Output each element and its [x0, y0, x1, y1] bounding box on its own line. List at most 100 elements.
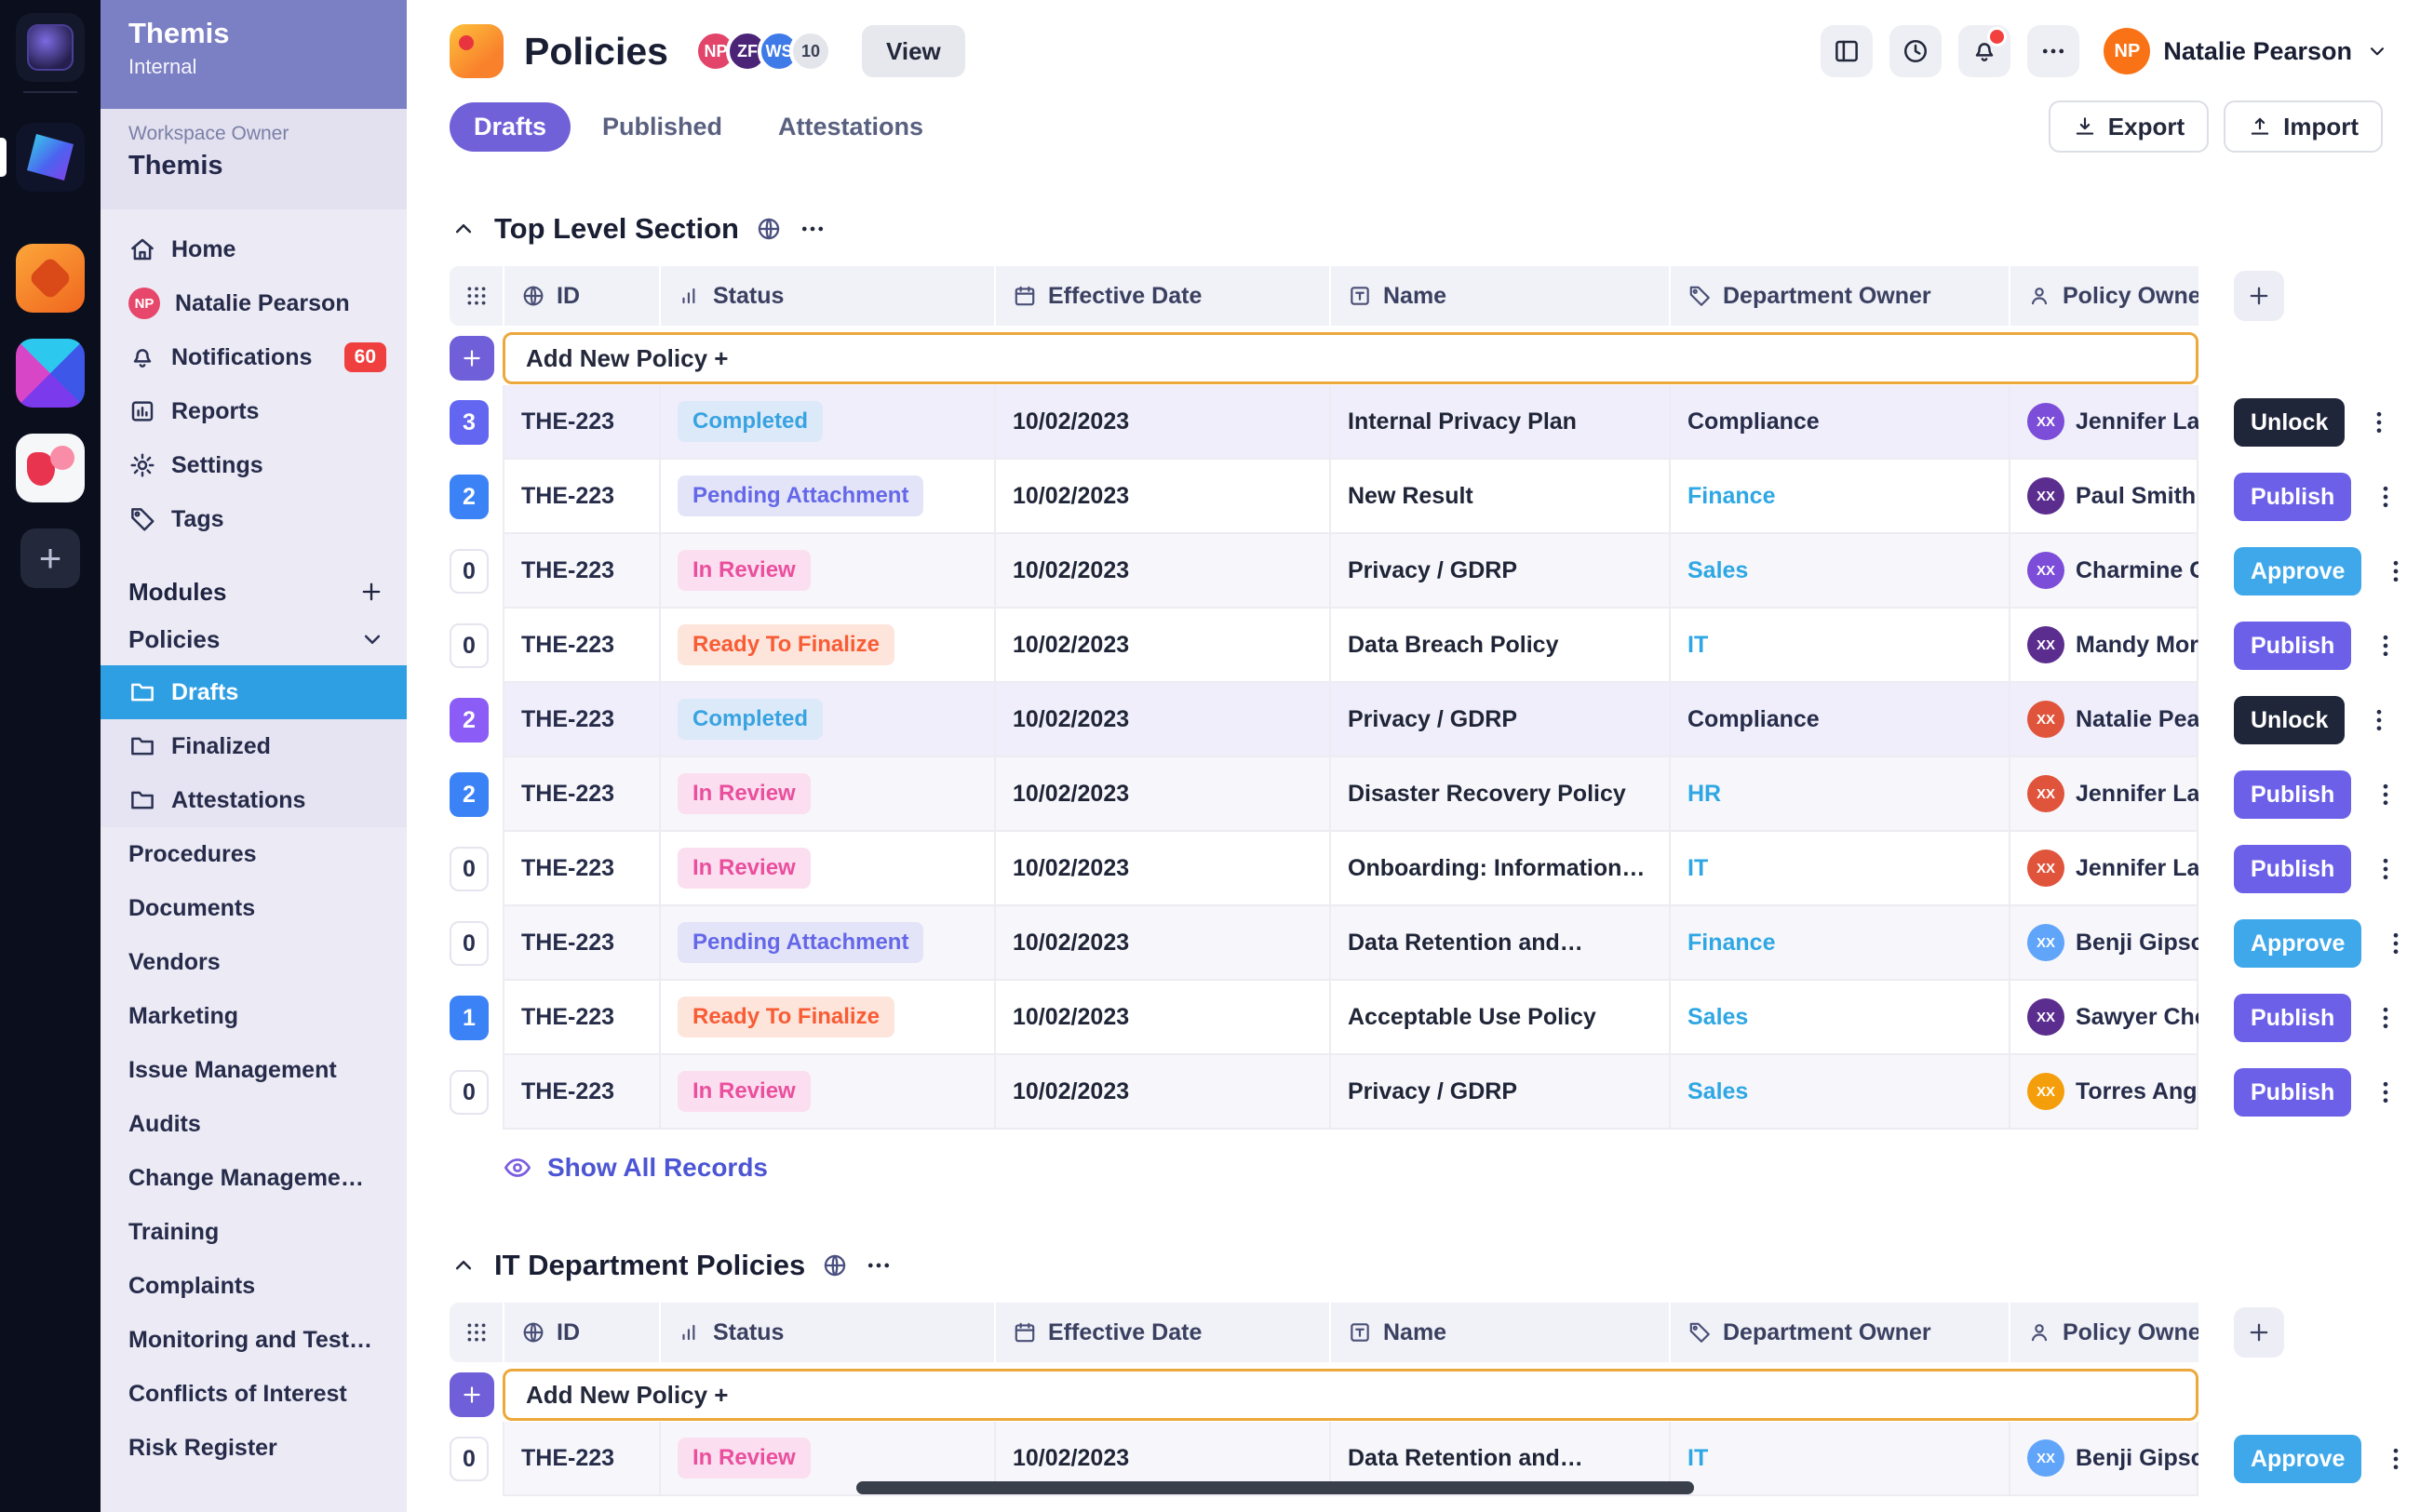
row-menu-button[interactable] [2382, 930, 2410, 957]
sidebar-item-documents[interactable]: Documents [101, 881, 407, 935]
comment-count-badge[interactable]: 0 [450, 847, 489, 891]
column-header-policy-owner[interactable]: Policy Owner [2009, 1303, 2198, 1362]
sidebar-item-training[interactable]: Training [101, 1205, 407, 1259]
department-owner[interactable]: Finance [1687, 929, 1776, 956]
policy-row[interactable]: 2 THE-223 Completed 10/02/2023 Privacy / GDR… [450, 683, 2420, 757]
policy-row[interactable]: 0 THE-223 Ready To Finalize 10/02/2023 Data … [450, 609, 2420, 683]
policy-row[interactable]: 0 THE-223 Pending Attachment 10/02/2023 Data… [450, 906, 2420, 981]
column-header-status[interactable]: Status [659, 266, 994, 326]
red-app-tile[interactable] [16, 434, 85, 502]
drag-handle[interactable] [450, 1303, 503, 1362]
policy-row[interactable]: 0 THE-223 In Review 10/02/2023 Privacy / GDR… [450, 534, 2420, 609]
column-header-policy-owner[interactable]: Policy Owner [2009, 266, 2198, 326]
department-owner[interactable]: Finance [1687, 482, 1776, 509]
show-all-records-link[interactable]: Show All Records [503, 1144, 2420, 1191]
sidebar-item-attestations[interactable]: Attestations [101, 773, 407, 827]
column-header-id[interactable]: ID [503, 1303, 659, 1362]
drag-handle[interactable] [450, 266, 503, 326]
department-owner[interactable]: IT [1687, 854, 1709, 881]
add-policy-button[interactable] [450, 336, 494, 381]
section-menu-button[interactable] [799, 215, 827, 243]
publish-button[interactable]: Publish [2234, 770, 2352, 819]
comment-count-badge[interactable]: 0 [450, 549, 489, 594]
sidebar-item-monitoring-and-test[interactable]: Monitoring and Test… [101, 1313, 407, 1367]
sidebar-item-complaints[interactable]: Complaints [101, 1259, 407, 1313]
section-visibility-button[interactable] [822, 1252, 848, 1278]
orange-app-tile[interactable] [16, 244, 85, 313]
column-header-name[interactable]: Name [1329, 1303, 1669, 1362]
sidebar-item-notifications[interactable]: Notifications 60 [101, 330, 407, 384]
comment-count-badge[interactable]: 0 [450, 921, 489, 966]
sidebar-item-home[interactable]: Home [101, 222, 407, 276]
column-header-status[interactable]: Status [659, 1303, 994, 1362]
horizontal-scrollbar[interactable] [856, 1481, 1694, 1494]
unlock-button[interactable]: Unlock [2234, 398, 2346, 447]
collapse-section-button[interactable] [450, 215, 477, 243]
row-menu-button[interactable] [2372, 1004, 2400, 1032]
publish-button[interactable]: Publish [2234, 845, 2352, 893]
row-menu-button[interactable] [2372, 632, 2400, 660]
policy-row[interactable]: 1 THE-223 Ready To Finalize 10/02/2023 Accep… [450, 981, 2420, 1055]
publish-button[interactable]: Publish [2234, 1068, 2352, 1117]
department-owner[interactable]: Sales [1687, 1003, 1749, 1030]
board-view-button[interactable] [1821, 25, 1874, 77]
sidebar-item-policies[interactable]: Policies [101, 613, 407, 665]
sidebar-item-change-manageme[interactable]: Change Manageme… [101, 1151, 407, 1205]
sidebar-item-tags[interactable]: Tags [101, 492, 407, 546]
column-header-department-owner[interactable]: Department Owner [1669, 266, 2009, 326]
department-owner[interactable]: Sales [1687, 1077, 1749, 1104]
policy-row[interactable]: 0 THE-223 In Review 10/02/2023 Onboarding: I… [450, 832, 2420, 906]
comment-count-badge[interactable]: 2 [450, 698, 489, 743]
add-workspace-button[interactable]: + [20, 529, 80, 588]
sidebar-item-vendors[interactable]: Vendors [101, 935, 407, 989]
policy-row[interactable]: 0 THE-223 In Review 10/02/2023 Privacy / GDR… [450, 1055, 2420, 1130]
tab-attestations[interactable]: Attestations [778, 112, 924, 140]
row-menu-button[interactable] [2382, 557, 2410, 585]
comment-count-badge[interactable]: 0 [450, 1437, 489, 1481]
comment-count-badge[interactable]: 1 [450, 996, 489, 1040]
approve-button[interactable]: Approve [2234, 919, 2362, 968]
export-button[interactable]: Export [2048, 100, 2210, 153]
column-header-name[interactable]: Name [1329, 266, 1669, 326]
add-module-button[interactable] [358, 579, 384, 605]
notifications-button[interactable] [1958, 25, 2011, 77]
approve-button[interactable]: Approve [2234, 547, 2362, 595]
column-header-department-owner[interactable]: Department Owner [1669, 1303, 2009, 1362]
add-new-policy-input[interactable]: Add New Policy + [503, 1369, 2198, 1421]
user-menu[interactable]: NP Natalie Pearson [2104, 28, 2389, 74]
comment-count-badge[interactable]: 0 [450, 1070, 489, 1115]
sidebar-item-marketing[interactable]: Marketing [101, 989, 407, 1043]
comment-count-badge[interactable]: 2 [450, 475, 489, 519]
column-header-id[interactable]: ID [503, 266, 659, 326]
import-button[interactable]: Import [2224, 100, 2383, 153]
row-menu-button[interactable] [2372, 855, 2400, 883]
sidebar-item-procedures[interactable]: Procedures [101, 827, 407, 881]
add-column-button[interactable] [2234, 271, 2284, 321]
policy-row[interactable]: 2 THE-223 In Review 10/02/2023 Disaster Reco… [450, 757, 2420, 832]
comment-count-badge[interactable]: 0 [450, 623, 489, 668]
row-menu-button[interactable] [2372, 1078, 2400, 1106]
sidebar-item-drafts[interactable]: Drafts [101, 665, 407, 719]
approve-button[interactable]: Approve [2234, 1435, 2362, 1483]
add-new-policy-input[interactable]: Add New Policy + [503, 332, 2198, 384]
sidebar-item-finalized[interactable]: Finalized [101, 719, 407, 773]
row-menu-button[interactable] [2365, 706, 2393, 734]
row-menu-button[interactable] [2382, 1445, 2410, 1473]
row-menu-button[interactable] [2372, 781, 2400, 809]
history-button[interactable] [1889, 25, 1943, 77]
avatar-overflow-count[interactable]: 10 [788, 30, 832, 73]
policy-row[interactable]: 2 THE-223 Pending Attachment 10/02/2023 New … [450, 460, 2420, 534]
row-menu-button[interactable] [2365, 408, 2393, 436]
publish-button[interactable]: Publish [2234, 994, 2352, 1042]
view-button[interactable]: View [861, 25, 965, 77]
workspace-tile[interactable] [16, 13, 85, 82]
tab-published[interactable]: Published [602, 112, 723, 140]
add-policy-button[interactable] [450, 1372, 494, 1417]
department-owner[interactable]: Sales [1687, 556, 1749, 583]
chevron-down-icon[interactable] [358, 625, 386, 653]
unlock-button[interactable]: Unlock [2234, 696, 2346, 744]
publish-button[interactable]: Publish [2234, 473, 2352, 521]
tab-drafts[interactable]: Drafts [450, 101, 571, 152]
add-column-button[interactable] [2234, 1307, 2284, 1358]
themis-logo[interactable] [0, 123, 85, 192]
